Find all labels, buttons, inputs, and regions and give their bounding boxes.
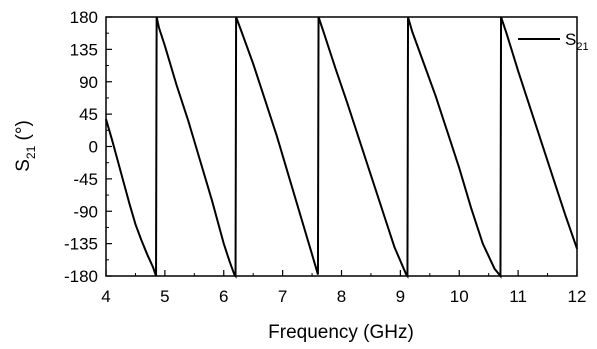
x-tick-label: 8	[337, 287, 346, 306]
y-axis-label-unit: (°)	[13, 120, 34, 146]
legend-subscript: 21	[576, 41, 588, 53]
x-tick-label: 6	[219, 287, 228, 306]
y-tick-label: 180	[70, 8, 98, 27]
y-tick-label: 135	[70, 40, 98, 59]
legend: S21	[518, 30, 589, 53]
plot-frame	[105, 16, 578, 277]
x-tick-label: 9	[396, 287, 405, 306]
y-tick-label: 0	[89, 138, 98, 157]
y-tick-label: -45	[73, 170, 98, 189]
y-tick-label: -135	[64, 235, 98, 254]
legend-label: S21	[565, 30, 589, 53]
series-line-s21	[105, 16, 578, 279]
y-axis-label-subscript: 21	[24, 145, 38, 159]
x-tick-label: 10	[450, 287, 469, 306]
y-tick-label: -180	[64, 267, 98, 286]
y-axis-ticks: 180 135 90 45 0 -45 -90 -135 -180	[64, 8, 112, 286]
x-axis-label: Frequency (GHz)	[268, 322, 414, 343]
x-tick-label: 5	[160, 287, 169, 306]
y-tick-label: 45	[79, 105, 98, 124]
x-tick-label: 12	[568, 287, 587, 306]
x-axis-ticks: 4 5 6 7 8 9 10 11 12	[101, 270, 586, 306]
x-tick-label: 4	[101, 287, 110, 306]
y-tick-label: 90	[79, 73, 98, 92]
x-tick-label: 11	[509, 287, 527, 306]
y-axis-label: S21 (°)	[13, 120, 38, 172]
y-tick-label: -90	[73, 202, 98, 221]
x-tick-label: 7	[278, 287, 287, 306]
